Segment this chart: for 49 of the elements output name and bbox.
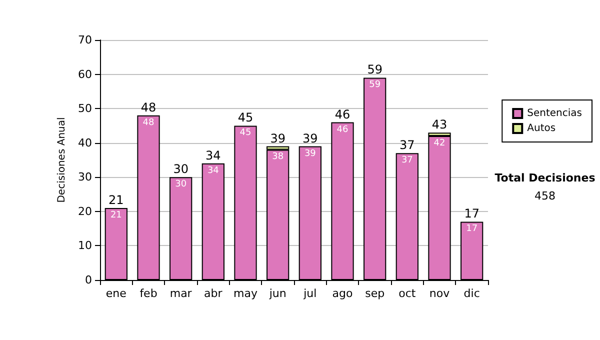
data-label: 45 (240, 128, 252, 138)
total-label: 43 (432, 118, 448, 132)
data-label: 42 (434, 138, 446, 148)
data-label: 38 (272, 152, 284, 162)
data-label: 17 (466, 224, 478, 234)
x-tick-label: sep (365, 287, 385, 300)
data-label: 30 (175, 180, 187, 190)
data-label: 59 (369, 80, 381, 90)
y-tick-label: 70 (78, 34, 92, 46)
data-label: 21 (110, 210, 122, 220)
x-tick-label: ago (332, 287, 353, 300)
total-label: 46 (334, 107, 350, 122)
data-label: 34 (207, 166, 220, 176)
x-tick-label: jul (302, 287, 317, 300)
x-tick-label: oct (398, 287, 416, 300)
total-label: 21 (108, 193, 124, 207)
total-label: 34 (206, 148, 221, 162)
y-axis-title: Decisiones Anual (56, 117, 68, 203)
x-tick-label: dic (464, 287, 480, 300)
y-tick-label: 20 (78, 204, 92, 218)
data-label: 39 (304, 148, 316, 159)
total-label: 39 (302, 131, 318, 146)
total-label: 48 (140, 100, 156, 114)
x-tick-label: jun (268, 287, 286, 300)
data-label: 46 (336, 124, 348, 135)
x-tick-label: ene (106, 287, 127, 300)
total-label: 59 (367, 62, 382, 77)
legend-label: Autos (527, 123, 556, 134)
y-tick-label: 50 (78, 102, 92, 116)
x-tick-label: may (234, 287, 258, 300)
total-label: 45 (238, 110, 254, 125)
data-label: 37 (401, 156, 413, 166)
total-label: 17 (464, 206, 480, 221)
x-tick-label: nov (429, 287, 450, 300)
y-tick-label: 10 (78, 239, 92, 252)
x-tick-label: mar (170, 287, 192, 300)
total-label: 30 (173, 162, 188, 176)
data-label: 48 (142, 118, 154, 128)
legend-label: Sentencias (527, 108, 582, 119)
total-label: 39 (270, 131, 286, 146)
y-tick-label: 60 (78, 68, 92, 81)
total-label: 37 (400, 138, 415, 152)
y-tick-label: 0 (85, 274, 92, 286)
x-tick-label: feb (140, 287, 158, 300)
x-tick-label: abr (204, 287, 223, 300)
text: Total Decisiones (494, 172, 596, 184)
text: 458 (534, 190, 556, 202)
y-tick-label: 40 (78, 136, 92, 150)
y-tick-label: 30 (78, 170, 92, 184)
